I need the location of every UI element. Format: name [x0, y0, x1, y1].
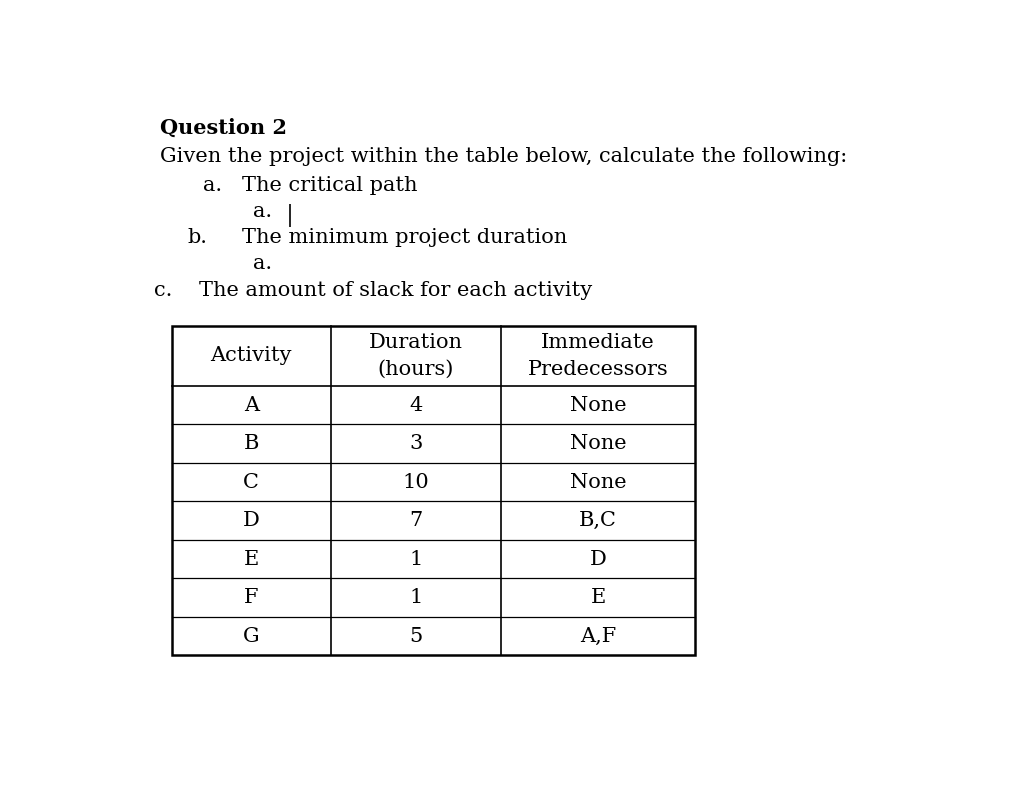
- Text: Given the project within the table below, calculate the following:: Given the project within the table below…: [160, 147, 848, 166]
- Text: None: None: [570, 435, 627, 453]
- Text: 10: 10: [402, 472, 429, 491]
- Text: A: A: [244, 396, 258, 415]
- Text: Immediate: Immediate: [541, 333, 655, 352]
- Text: 5: 5: [409, 626, 423, 645]
- Text: Question 2: Question 2: [160, 118, 287, 138]
- Text: B,C: B,C: [579, 511, 617, 530]
- Text: 4: 4: [409, 396, 423, 415]
- Text: G: G: [243, 626, 260, 645]
- Text: E: E: [244, 550, 258, 569]
- Text: Predecessors: Predecessors: [527, 359, 669, 378]
- Text: A,F: A,F: [580, 626, 616, 645]
- Text: 1: 1: [409, 550, 423, 569]
- Text: a.: a.: [253, 202, 272, 221]
- Text: Duration: Duration: [369, 333, 463, 352]
- Text: a.: a.: [253, 254, 272, 273]
- Text: Activity: Activity: [211, 347, 292, 366]
- Text: B: B: [244, 435, 258, 453]
- Text: D: D: [243, 511, 260, 530]
- Text: None: None: [570, 396, 627, 415]
- Text: c.: c.: [154, 280, 173, 299]
- Text: E: E: [590, 589, 606, 608]
- Text: a.: a.: [203, 176, 222, 195]
- Text: 3: 3: [409, 435, 423, 453]
- Text: 7: 7: [409, 511, 423, 530]
- Text: b.: b.: [187, 228, 208, 247]
- Text: The minimum project duration: The minimum project duration: [242, 228, 567, 247]
- Text: F: F: [244, 589, 258, 608]
- Text: The critical path: The critical path: [242, 176, 417, 195]
- Bar: [172, 326, 695, 656]
- Text: (hours): (hours): [377, 359, 454, 378]
- Text: C: C: [243, 472, 260, 491]
- Text: The amount of slack for each activity: The amount of slack for each activity: [199, 280, 592, 299]
- Text: 1: 1: [409, 589, 423, 608]
- Text: D: D: [589, 550, 607, 569]
- Text: None: None: [570, 472, 627, 491]
